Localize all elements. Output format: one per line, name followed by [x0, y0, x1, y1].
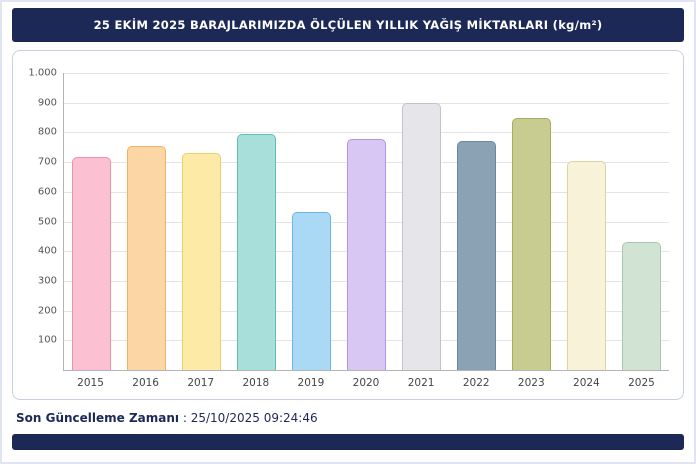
last-update-label: Son Güncelleme Zamanı — [16, 411, 180, 425]
gridline-900 — [64, 102, 669, 104]
bar-column-2016 — [119, 145, 174, 370]
plot-wrap: 100 200 300 400 500 600 700 800 900 1.000 — [28, 68, 669, 371]
y-tick-label-400: 400 — [37, 245, 57, 257]
y-tick-label-100: 100 — [37, 334, 57, 346]
y-tick-label-200: 200 — [37, 305, 57, 317]
chart-title-bar: 25 EKİM 2025 BARAJLARIMIZDA ÖLÇÜLEN YILL… — [12, 8, 684, 42]
y-tick-label-800: 800 — [37, 126, 57, 138]
bar-column-2020 — [339, 139, 394, 370]
x-tick-label-2023: 2023 — [517, 377, 545, 389]
y-tick-label-900: 900 — [37, 97, 57, 109]
gridline-1.000 — [64, 73, 669, 74]
bars-row — [64, 73, 669, 370]
plot-area: 100 200 300 400 500 600 700 800 900 1.000 — [28, 68, 669, 371]
chart-card: 100 200 300 400 500 600 700 800 900 1.000 2015 201… — [12, 50, 684, 400]
bar-2024 — [566, 160, 607, 370]
x-tick-label-2022: 2022 — [462, 377, 490, 389]
x-tick-label-2021: 2021 — [407, 377, 435, 389]
x-tick-label-2017: 2017 — [187, 377, 215, 389]
bar-2019 — [291, 212, 332, 370]
bar-column-2015 — [64, 157, 119, 370]
bar-column-2025 — [614, 242, 669, 370]
last-update: Son Güncelleme Zamanı : 25/10/2025 09:24… — [16, 411, 694, 425]
bar-2022 — [456, 141, 497, 370]
x-tick-label-2015: 2015 — [77, 377, 104, 389]
bar-2016 — [126, 145, 167, 370]
last-update-value: 25/10/2025 09:24:46 — [190, 411, 318, 425]
y-tick-label-1.000: 1.000 — [28, 67, 57, 79]
x-tick-label-2020: 2020 — [352, 377, 380, 389]
footer-bar — [12, 434, 684, 450]
bar-2015 — [71, 157, 112, 370]
bar-column-2022 — [449, 141, 504, 370]
bar-2021 — [401, 103, 442, 370]
x-tick-label-2016: 2016 — [132, 377, 159, 389]
y-tick-label-500: 500 — [37, 216, 57, 227]
page-title: 25 EKİM 2025 BARAJLARIMIZDA ÖLÇÜLEN YILL… — [93, 18, 603, 32]
x-axis-labels: 2015 2016 2017 2018 2019 2020 2021 2022 2023 2024… — [63, 377, 669, 389]
bar-2023 — [511, 118, 552, 370]
x-tick-label-2018: 2018 — [242, 377, 270, 389]
bar-column-2018 — [229, 133, 284, 370]
gridline-800 — [64, 132, 669, 134]
bar-column-2023 — [504, 118, 559, 370]
bar-2017 — [181, 152, 222, 370]
y-tick-label-700: 700 — [37, 156, 57, 168]
bar-2020 — [346, 139, 387, 370]
bar-column-2017 — [174, 152, 229, 370]
bar-2025 — [621, 242, 662, 370]
x-tick-label-2024: 2024 — [573, 377, 600, 389]
x-tick-label-2025: 2025 — [628, 377, 655, 389]
y-tick-label-600: 600 — [37, 186, 57, 198]
y-tick-label-300: 300 — [37, 275, 57, 287]
bar-column-2021 — [394, 103, 449, 370]
bar-2018 — [236, 133, 277, 370]
last-update-separator: : — [179, 411, 191, 425]
bar-column-2019 — [284, 212, 339, 370]
bar-column-2024 — [559, 160, 614, 370]
x-tick-label-2019: 2019 — [297, 377, 325, 389]
